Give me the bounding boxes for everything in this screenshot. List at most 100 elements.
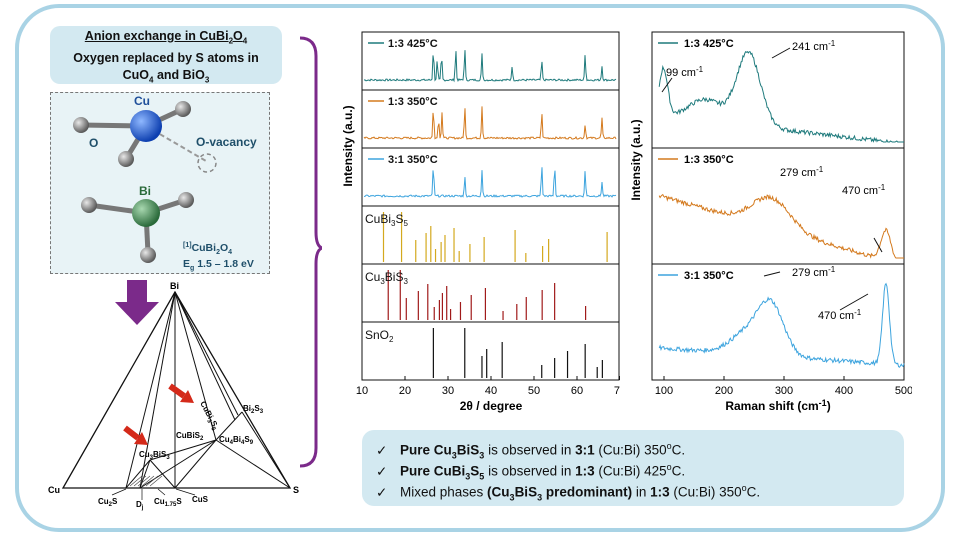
xrd-reference-label-part: CuBi xyxy=(365,212,391,226)
raman-plot-frame xyxy=(651,31,905,381)
xrd-x-tick-label: 10 xyxy=(356,385,368,397)
xrd-x-tick-label: 60 xyxy=(571,385,583,397)
o-atom xyxy=(178,192,194,208)
raman-x-axis-title-sup: -1 xyxy=(819,398,827,408)
title-line-3: CuO4 and BiO3 xyxy=(122,67,210,85)
raman-peak-annotation: 279 cm-1 xyxy=(792,265,836,279)
down-arrow-shaft xyxy=(127,280,147,302)
dj-label: Dj xyxy=(136,500,144,511)
xrd-reference-label-part: S xyxy=(395,212,403,226)
xrd-pattern-line xyxy=(364,167,617,198)
triangle-outline xyxy=(61,290,292,489)
compound-label: [1]CuBi2O4 xyxy=(183,242,232,256)
xrd-reference-label: CuBi3S5 xyxy=(365,212,408,228)
check-icon: ✓ xyxy=(376,484,388,500)
raman-spectrum-line xyxy=(658,282,905,368)
raman-peak-annotation-sup: -1 xyxy=(878,183,886,192)
xrd-reference-label-part: BiS xyxy=(385,270,404,284)
raman-peak-annotation: 241 cm-1 xyxy=(792,39,836,53)
raman-peak-annotation-text: 99 cm xyxy=(666,67,696,79)
bi2s3-label: Bi2S3 xyxy=(243,404,264,415)
xrd-x-tick-label: 20 xyxy=(399,385,411,397)
raman-peak-annotation-sup: -1 xyxy=(854,308,862,317)
summary-box: ✓ Pure Cu3BiS3 is observed in 3:1 (Cu:Bi)… xyxy=(362,430,904,506)
raman-peak-annotation-sup: -1 xyxy=(696,65,704,74)
xrd-x-tick-label: 40 xyxy=(485,385,497,397)
raman-peak-annotation-text: 279 cm xyxy=(780,167,816,179)
molecule-drawing: Cu O O-vacancy Bi [1]CuBi2O4 Eg 1.5 – 1.… xyxy=(73,94,257,272)
o-atom xyxy=(175,101,191,117)
check-icon: ✓ xyxy=(376,442,388,458)
xrd-reference-label-sub: 3 xyxy=(391,219,396,228)
xrd-y-axis-title: Intensity (a.u.) xyxy=(341,105,355,186)
title-line-1: Anion exchange in CuBi2O4 xyxy=(84,29,248,46)
raman-peak-annotation: 470 cm-1 xyxy=(818,308,862,322)
o-vacancy-label: O-vacancy xyxy=(196,135,257,149)
cu-atom xyxy=(130,110,162,142)
label-pointers xyxy=(111,488,196,500)
ternary-diagram: Bi Cu S Bi2S3 CuBi3S5 CuBiS2 Cu4Bi4S9 Cu… xyxy=(48,280,299,511)
xrd-panel-label: 3:1 350°C xyxy=(388,154,438,166)
raman-peak-annotation-text: 470 cm xyxy=(842,185,878,197)
red-arrow-cu3bis3 xyxy=(123,425,148,445)
title-line-2: Oxygen replaced by S atoms in xyxy=(73,50,259,65)
o-atom xyxy=(140,247,156,263)
down-arrow-head xyxy=(115,302,159,325)
raman-x-tick-label: 100 xyxy=(655,385,673,397)
red-arrow-cubi3s5 xyxy=(168,383,194,403)
bi-atom xyxy=(132,199,160,227)
xrd-reference-label: Cu3BiS3 xyxy=(365,270,408,286)
bi-label: Bi xyxy=(139,184,151,198)
purple-bracket xyxy=(299,36,322,468)
raman-x-tick-label: 500 xyxy=(895,385,912,397)
xrd-reference-label: SnO2 xyxy=(365,328,394,344)
check-icon: ✓ xyxy=(376,463,388,479)
molecule-panel: Cu O O-vacancy Bi [1]CuBi2O4 Eg 1.5 – 1.… xyxy=(50,92,270,274)
xrd-panel-label: 1:3 350°C xyxy=(388,96,438,108)
raman-peak-annotation-text: 279 cm xyxy=(792,267,828,279)
raman-spectrum-line xyxy=(658,193,904,259)
xrd-reference-label-sub: 2 xyxy=(389,335,394,344)
raman-peak-annotation-text: 241 cm xyxy=(792,41,828,53)
raman-annotation-arrow xyxy=(661,77,673,93)
raman-x-axis-title: Raman shift (cm-1) xyxy=(725,398,830,413)
xrd-reference-label-part: SnO xyxy=(365,328,389,342)
xrd-reference-label-sub: 3 xyxy=(380,277,385,286)
raman-spectrum-line xyxy=(658,50,905,143)
raman-peak-annotation-text: 470 cm xyxy=(818,310,854,322)
raman-panel-label: 1:3 350°C xyxy=(684,154,734,166)
raman-panel-label: 1:3 425°C xyxy=(684,38,734,50)
vertex-bi-label: Bi xyxy=(170,281,179,291)
xrd-pattern-line xyxy=(363,106,617,140)
title-box: Anion exchange in CuBi2O4 Oxygen replace… xyxy=(50,26,282,84)
raman-x-tick-label: 300 xyxy=(775,385,793,397)
o-atom xyxy=(73,117,89,133)
summary-line-1: ✓ Pure Cu3BiS3 is observed in 3:1 (Cu:Bi)… xyxy=(376,441,686,461)
band-gap-label: Eg 1.5 – 1.8 eV xyxy=(183,258,254,272)
xrd-x-tick-label: 50 xyxy=(528,385,540,397)
raman-peak-annotation-sup: -1 xyxy=(816,165,824,174)
raman-peak-annotation: 470 cm-1 xyxy=(842,183,886,197)
xrd-chart: 1:3 425°C1:3 350°C3:1 350°CCuBi3S5Cu3BiS… xyxy=(341,31,620,413)
raman-x-axis-title-end: ) xyxy=(827,399,831,413)
raman-x-tick-label: 200 xyxy=(715,385,733,397)
o-atom xyxy=(118,151,134,167)
cubi3s5-label: CuBi3S5 xyxy=(196,400,220,433)
cu2s-label: Cu2S xyxy=(98,497,118,508)
vertex-cu-label: Cu xyxy=(48,485,60,495)
xrd-pattern-line xyxy=(363,50,617,83)
o-atom xyxy=(81,197,97,213)
xrd-reference-label-part: Cu xyxy=(365,270,380,284)
xrd-x-axis-title: 2θ / degree xyxy=(460,399,523,413)
raman-annotation-arrow xyxy=(873,237,883,253)
raman-annotation-arrow xyxy=(763,271,781,277)
cubis2-label: CuBiS2 xyxy=(176,431,204,442)
o-label: O xyxy=(89,136,98,150)
o-vacancy-site xyxy=(197,153,217,173)
raman-peak-annotation: 279 cm-1 xyxy=(780,165,824,179)
vertex-s-label: S xyxy=(293,485,299,495)
xrd-reference-label-sub: 3 xyxy=(403,277,408,286)
xrd-reference-label-sub: 5 xyxy=(403,219,408,228)
summary-line-2: ✓ Pure CuBi3S5 is observed in 1:3 (Cu:Bi)… xyxy=(376,462,686,482)
